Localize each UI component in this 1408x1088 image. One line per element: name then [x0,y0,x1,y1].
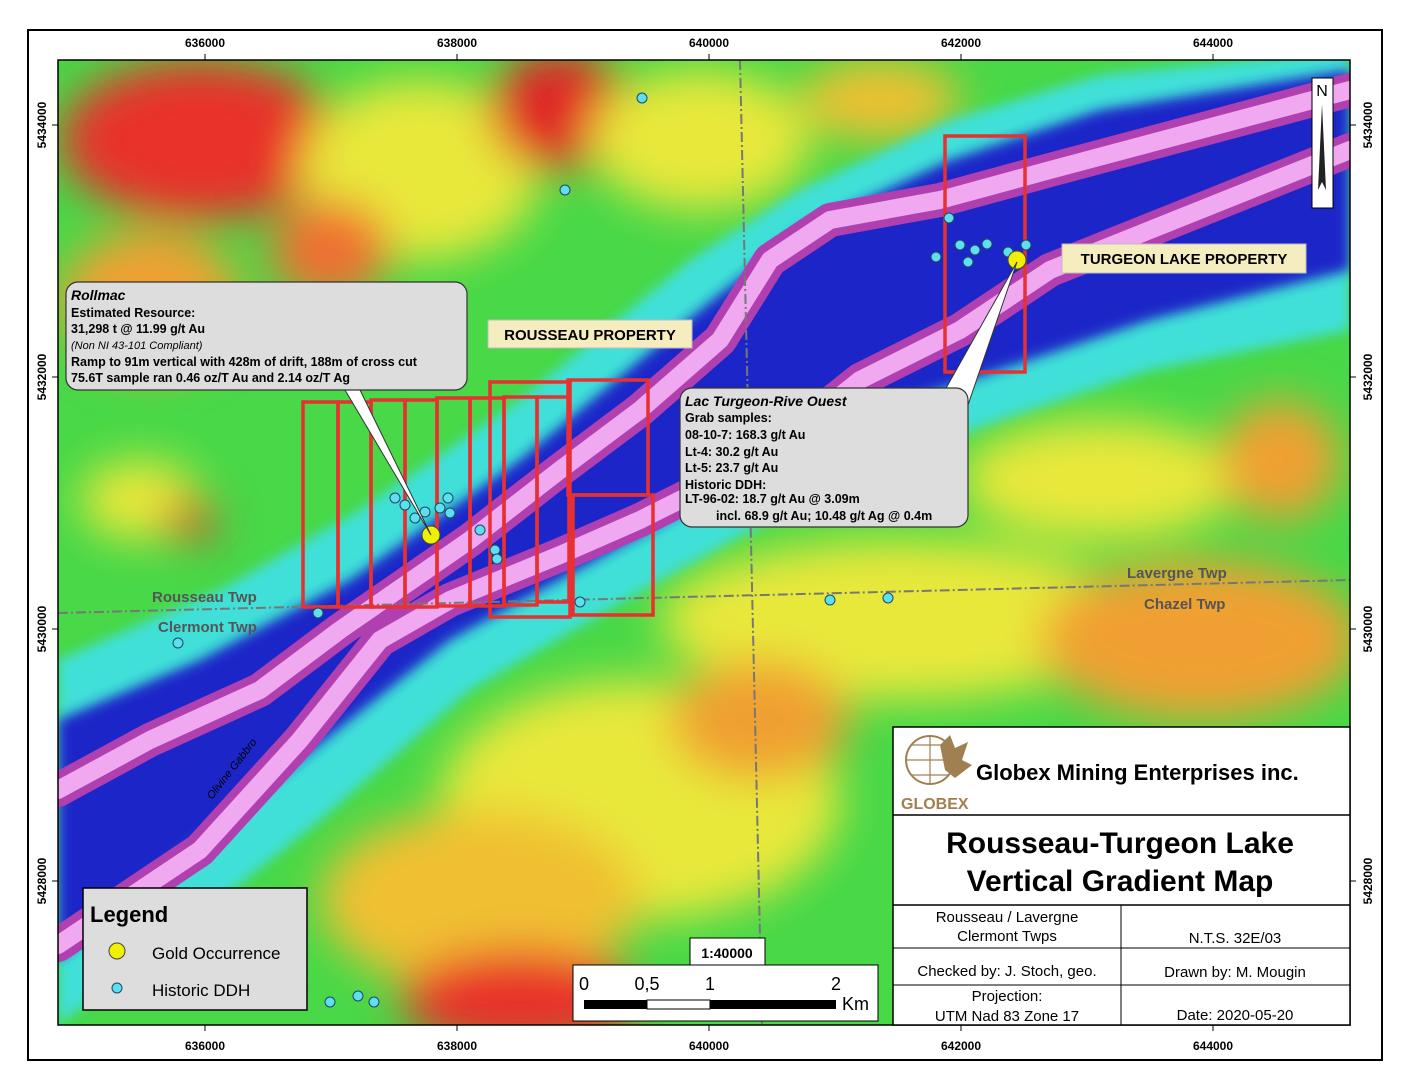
x-coord-label: 644000 [1193,36,1233,50]
y-coord-label: 5432000 [1361,353,1375,400]
callout-line: incl. 68.9 g/t Au; 10.48 g/t Ag @ 0.4m [716,509,932,523]
legend-item: Historic DDH [152,981,250,1000]
x-coord-label: 636000 [185,1039,225,1053]
township-label: Chazel Twp [1144,596,1225,613]
township-label: Clermont Twp [158,619,257,636]
callout-line: (Non NI 43-101 Compliant) [71,340,203,352]
callout-line: Estimated Resource: [71,306,195,320]
scale-unit: Km [842,994,869,1014]
info-cell: Projection: [972,988,1043,1005]
x-coord-label: 642000 [941,36,981,50]
info-cell: Checked by: J. Stoch, geo. [917,963,1096,980]
x-coord-label: 640000 [689,1039,729,1053]
y-coord-label: 5428000 [1361,857,1375,904]
gradient-raster [58,60,1350,1025]
map-title: Vertical Gradient Map [967,865,1274,898]
township-lines [58,60,1350,1025]
info-cell: Rousseau / Lavergne [936,909,1079,926]
info-cell: Date: 2020-05-20 [1177,1007,1294,1024]
scale-label: 0 [579,974,589,994]
scale-label: 0,5 [634,974,659,994]
north-arrow [1318,104,1326,190]
callout-line: Lt-4: 30.2 g/t Au [685,445,778,459]
north-label: N [1316,83,1328,100]
logo-text: GLOBEX [901,796,969,813]
info-cell: UTM Nad 83 Zone 17 [935,1008,1079,1025]
callout-title: Rollmac [71,287,126,303]
callout-line: 31,298 t @ 11.99 g/t Au [71,322,205,336]
title-block: GLOBEX Globex Mining Enterprises inc. Ro… [892,726,1351,1026]
callout-line: 75.6T sample ran 0.46 oz/T Au and 2.14 o… [71,371,350,385]
callout-line: Historic DDH: [685,478,766,492]
y-coord-label: 5432000 [35,353,49,400]
y-coord-label: 5434000 [35,101,49,148]
y-coord-label: 5434000 [1361,101,1375,148]
company-name: Globex Mining Enterprises inc. [976,760,1299,785]
callout-rollmac: Rollmac Estimated Resource: 31,298 t @ 1… [65,281,468,536]
scale-ratio: 1:40000 [701,945,753,961]
y-coord-label: 5430000 [1361,605,1375,652]
property-label-box [1061,243,1307,274]
callout-line: Ramp to 91m vertical with 428m of drift,… [71,355,418,369]
township-label: Lavergne Twp [1127,565,1227,582]
coordinates: 636000 636000 638000 638000 640000 640000 6420… [35,36,1375,1053]
township-label: Rousseau Twp [152,589,257,606]
info-cell: Drawn by: M. Mougin [1164,964,1306,981]
property-label: ROUSSEAU PROPERTY [504,327,676,344]
info-cell: Clermont Twps [957,928,1057,945]
x-coord-label: 644000 [1193,1039,1233,1053]
x-coord-label: 638000 [437,36,477,50]
callout-line: Grab samples: [685,411,772,425]
info-cell: N.T.S. 32E/03 [1189,930,1282,947]
callout-line: 08-10-7: 168.3 g/t Au [685,428,805,442]
legend: Legend Gold Occurrence Historic DDH [82,887,308,1011]
x-coord-label: 636000 [185,36,225,50]
property-label: TURGEON LAKE PROPERTY [1081,251,1288,268]
x-coord-label: 642000 [941,1039,981,1053]
scale-label: 1 [705,974,715,994]
x-coord-label: 640000 [689,36,729,50]
legend-item: Gold Occurrence [152,944,281,963]
y-coord-label: 5430000 [35,605,49,652]
scale-label: 2 [831,974,841,994]
callout-title: Lac Turgeon-Rive Ouest [685,393,848,409]
map-title: Rousseau-Turgeon Lake [946,827,1294,860]
callout-line: Lt-5: 23.7 g/t Au [685,461,778,475]
callout-line: LT-96-02: 18.7 g/t Au @ 3.09m [685,492,860,506]
property-label-box [487,319,693,349]
x-coord-label: 638000 [437,1039,477,1053]
y-coord-label: 5428000 [35,857,49,904]
legend-title: Legend [90,902,168,927]
ddh-points [172,92,1032,1008]
callout-lac-turgeon: Lac Turgeon-Rive Ouest Grab samples: 08-… [679,261,1018,528]
scale-bar: 1:40000 0 0,5 1 2 Km [572,937,879,1022]
